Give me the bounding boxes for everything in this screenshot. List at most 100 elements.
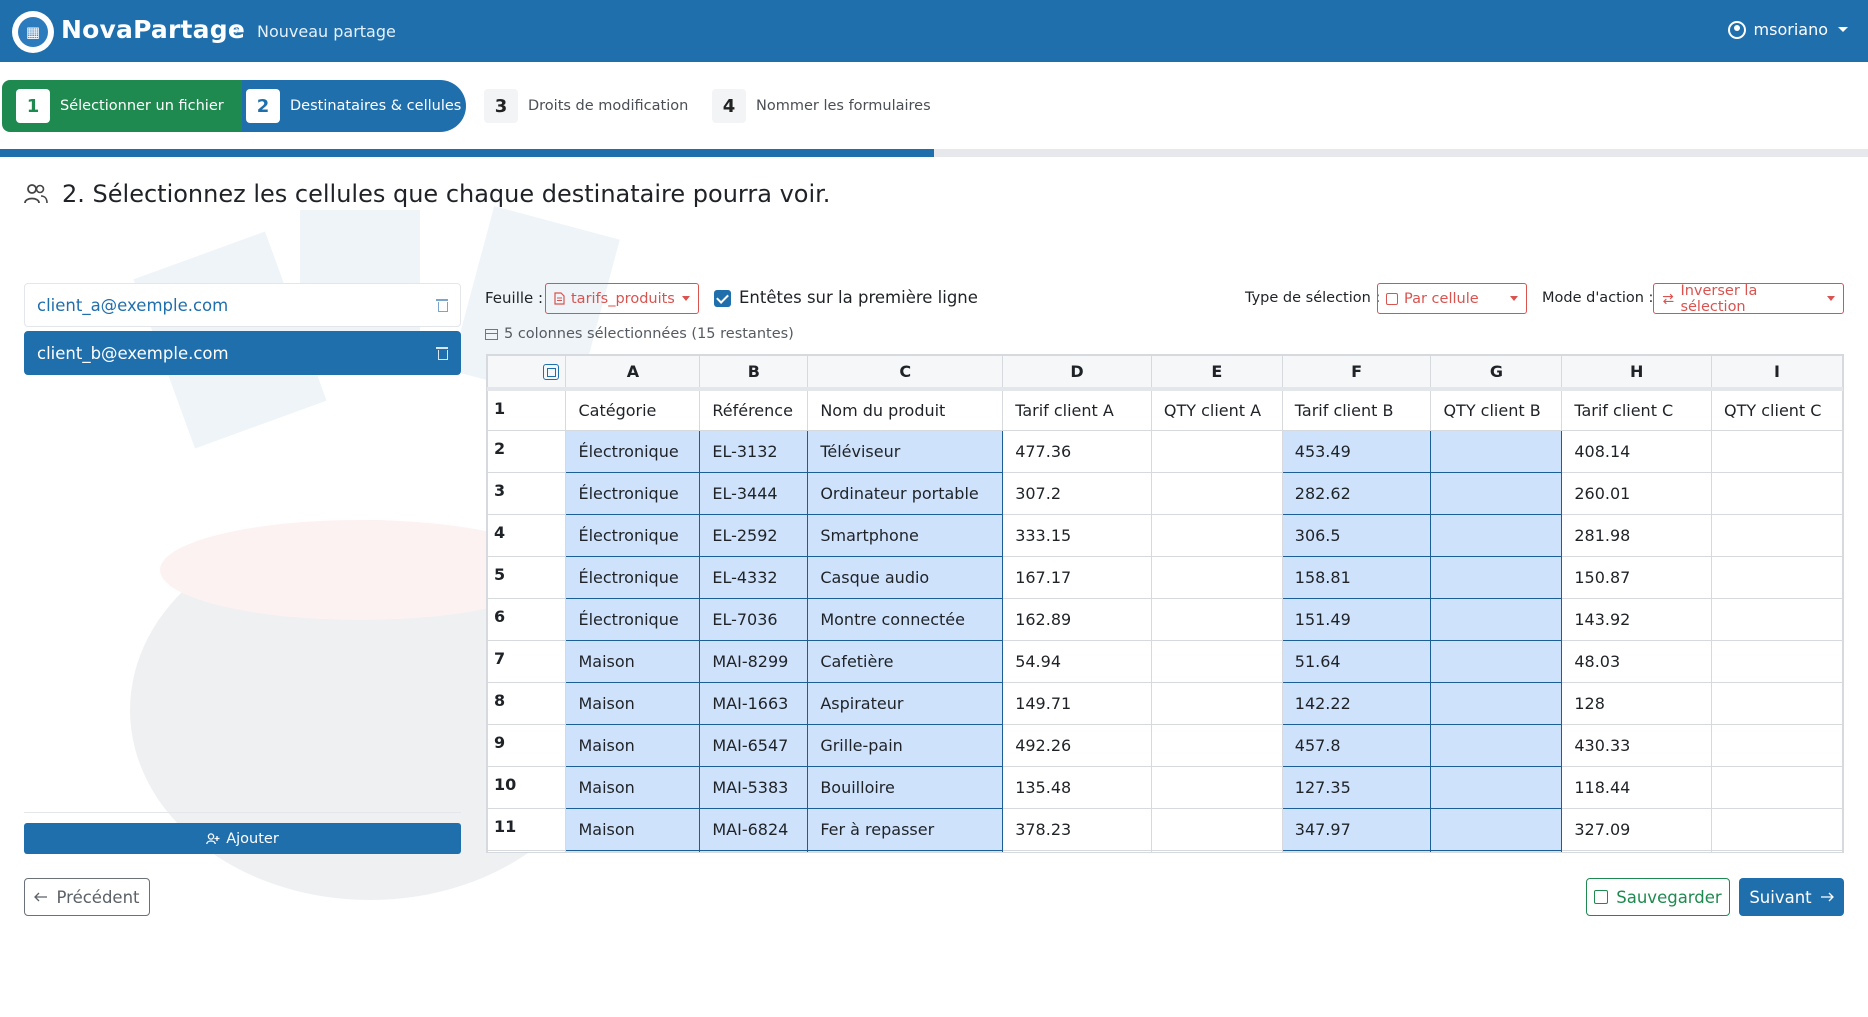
grid-cell[interactable]: 306.5 xyxy=(1281,514,1432,557)
grid-cell[interactable]: 378.23 xyxy=(1002,808,1152,851)
select-all-icon[interactable] xyxy=(543,364,560,381)
column-header-g[interactable]: G xyxy=(1430,355,1563,391)
grid-cell[interactable]: 143.92 xyxy=(1561,598,1713,641)
grid-cell[interactable] xyxy=(1150,472,1283,515)
recipient-item-active[interactable]: client_b@exemple.com xyxy=(24,331,461,375)
grid-cell[interactable] xyxy=(1430,598,1563,641)
grid-cell[interactable]: Catégorie xyxy=(565,388,701,431)
grid-cell[interactable]: 430.33 xyxy=(1561,724,1713,767)
grid-cell[interactable] xyxy=(1150,808,1283,851)
grid-cell[interactable]: 162.89 xyxy=(1002,598,1152,641)
save-button[interactable]: Sauvegarder xyxy=(1586,878,1730,916)
row-header[interactable]: 4 xyxy=(487,514,567,557)
grid-cell[interactable] xyxy=(1430,472,1563,515)
step-recipients-cells[interactable]: 2 Destinataires & cellules xyxy=(232,80,466,132)
column-header-h[interactable]: H xyxy=(1561,355,1713,391)
column-header-f[interactable]: F xyxy=(1281,355,1432,391)
grid-cell[interactable] xyxy=(1150,430,1283,473)
grid-cell[interactable]: QTY client B xyxy=(1430,388,1563,431)
grid-cell[interactable]: 167.17 xyxy=(1002,556,1152,599)
grid-cell[interactable] xyxy=(1430,850,1563,852)
grid-cell[interactable]: Ordinateur portable xyxy=(807,472,1004,515)
row-header[interactable]: 7 xyxy=(487,640,567,683)
row-header[interactable]: 3 xyxy=(487,472,567,515)
row-header[interactable]: 8 xyxy=(487,682,567,725)
grid-cell[interactable] xyxy=(1430,640,1563,683)
grid-cell[interactable]: QTY client C xyxy=(1711,388,1843,431)
grid-cell[interactable] xyxy=(1711,724,1843,767)
row-header[interactable]: 11 xyxy=(487,808,567,851)
grid-cell[interactable]: Nom du produit xyxy=(807,388,1004,431)
trash-icon[interactable] xyxy=(436,346,448,360)
grid-cell[interactable]: 457.8 xyxy=(1281,724,1432,767)
grid-cell[interactable] xyxy=(1430,682,1563,725)
row-header[interactable]: 12 xyxy=(487,850,567,852)
grid-cell[interactable] xyxy=(1430,514,1563,557)
column-header-d[interactable]: D xyxy=(1002,355,1152,391)
grid-cell[interactable]: EL-2592 xyxy=(699,514,809,557)
grid-cell[interactable]: 282.62 xyxy=(1281,472,1432,515)
grid-cell[interactable]: EL-3132 xyxy=(699,430,809,473)
column-header-a[interactable]: A xyxy=(565,355,701,391)
grid-cell[interactable]: Maison xyxy=(565,682,701,725)
grid-cell[interactable]: 477.36 xyxy=(1002,430,1152,473)
grid-cell[interactable]: Maison xyxy=(565,640,701,683)
row-header[interactable]: 5 xyxy=(487,556,567,599)
grid-cell[interactable] xyxy=(1711,682,1843,725)
grid-cell[interactable]: 307.2 xyxy=(1002,472,1152,515)
grid-cell[interactable]: 453.49 xyxy=(1281,430,1432,473)
grid-cell[interactable]: Téléviseur xyxy=(807,430,1004,473)
grid-cell[interactable]: MAI-1663 xyxy=(699,682,809,725)
grid-cell[interactable]: Maison xyxy=(565,808,701,851)
grid-cell[interactable] xyxy=(1711,808,1843,851)
add-recipient-button[interactable]: Ajouter xyxy=(24,823,461,854)
grid-cell[interactable]: Bouilloire xyxy=(807,766,1004,809)
grid-cell[interactable]: 142.22 xyxy=(1281,682,1432,725)
grid-cell[interactable] xyxy=(1711,430,1843,473)
grid-cell[interactable] xyxy=(1150,598,1283,641)
grid-cell[interactable]: 492.26 xyxy=(1002,724,1152,767)
grid-cell[interactable]: 327.09 xyxy=(1561,808,1713,851)
grid-cell[interactable]: Tarif client C xyxy=(1561,388,1713,431)
grid-cell[interactable]: 48.03 xyxy=(1561,640,1713,683)
grid-cell[interactable]: 54.94 xyxy=(1002,640,1152,683)
grid-cell[interactable]: 333.15 xyxy=(1002,514,1152,557)
grid-cell[interactable] xyxy=(1430,808,1563,851)
grid-cell[interactable] xyxy=(1430,766,1563,809)
grid-cell[interactable] xyxy=(1150,724,1283,767)
grid-cell[interactable]: 260.01 xyxy=(1561,472,1713,515)
brand-name[interactable]: NovaPartage xyxy=(61,15,245,44)
grid-cell[interactable]: 135.48 xyxy=(1002,766,1152,809)
selection-type-select[interactable]: Par cellule xyxy=(1377,283,1527,314)
grid-cell[interactable]: EL-7036 xyxy=(699,598,809,641)
row-header[interactable]: 1 xyxy=(487,388,567,431)
next-button[interactable]: Suivant xyxy=(1739,878,1844,916)
grid-cell[interactable]: Grille-pain xyxy=(807,724,1004,767)
logo-icon[interactable]: ▦ xyxy=(12,11,54,53)
grid-cell[interactable] xyxy=(1150,766,1283,809)
grid-cell[interactable]: 51.64 xyxy=(1281,640,1432,683)
grid-cell[interactable]: 150.87 xyxy=(1561,556,1713,599)
grid-cell[interactable] xyxy=(1150,850,1283,852)
grid-cell[interactable]: 127.35 xyxy=(1281,766,1432,809)
grid-cell[interactable]: Électronique xyxy=(565,556,701,599)
grid-cell[interactable] xyxy=(1711,850,1843,852)
grid-cell[interactable]: 151.49 xyxy=(1281,598,1432,641)
grid-cell[interactable]: 281.98 xyxy=(1561,514,1713,557)
grid-cell[interactable] xyxy=(1150,514,1283,557)
column-header-c[interactable]: C xyxy=(807,355,1004,391)
grid-cell[interactable] xyxy=(1711,472,1843,515)
recipient-item[interactable]: client_a@exemple.com xyxy=(24,283,461,327)
step-edit-rights[interactable]: 3 Droits de modification xyxy=(484,80,688,132)
grid-cell[interactable] xyxy=(565,850,701,852)
grid-cell[interactable] xyxy=(1561,850,1713,852)
grid-cell[interactable]: MAI-6547 xyxy=(699,724,809,767)
sheet-select[interactable]: tarifs_produits xyxy=(545,283,699,314)
grid-cell[interactable]: 158.81 xyxy=(1281,556,1432,599)
grid-cell[interactable]: MAI-5383 xyxy=(699,766,809,809)
grid-cell[interactable]: Montre connectée xyxy=(807,598,1004,641)
grid-cell[interactable]: Tarif client A xyxy=(1002,388,1152,431)
grid-cell[interactable]: Électronique xyxy=(565,598,701,641)
grid-cell[interactable]: EL-4332 xyxy=(699,556,809,599)
grid-cell[interactable]: Cafetière xyxy=(807,640,1004,683)
